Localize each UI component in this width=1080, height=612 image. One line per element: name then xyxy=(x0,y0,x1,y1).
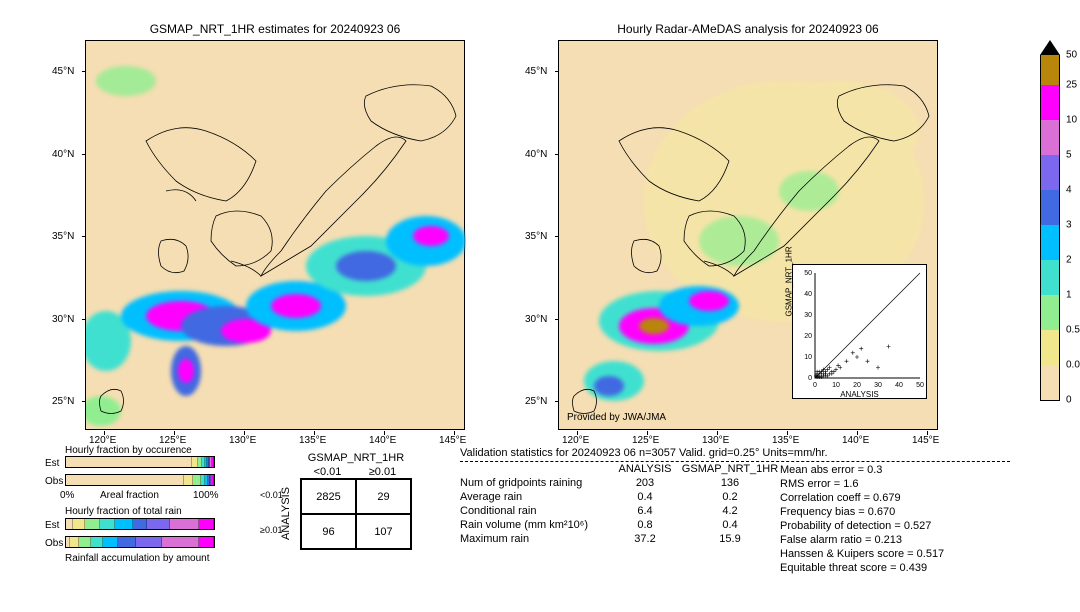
left-map-title: GSMAP_NRT_1HR estimates for 20240923 06 xyxy=(85,22,465,36)
colorbar-tick: 25 xyxy=(1066,80,1077,91)
ct-row-header: ANALYSIS xyxy=(280,478,294,550)
hf-title-2: Hourly fraction of total rain xyxy=(65,506,182,517)
colorbar-tick: 1 xyxy=(1066,290,1072,301)
validation-row: Average rain0.40.2 xyxy=(460,491,828,503)
lon-tick: 140°E xyxy=(842,435,869,446)
contingency-table: GSMAP_NRT_1HR <0.01 ≥0.01 ANALYSIS 2825 … xyxy=(280,452,412,550)
svg-text:40: 40 xyxy=(895,382,903,389)
hf-xmid: Areal fraction xyxy=(100,490,159,501)
lat-tick: 40°N xyxy=(525,149,547,160)
lat-tick: 35°N xyxy=(52,231,74,242)
validation-row: Conditional rain6.44.2 xyxy=(460,505,828,517)
val-col-2: GSMAP_NRT_1HR xyxy=(680,463,780,475)
lat-tick: 30°N xyxy=(52,314,74,325)
lon-tick: 135°E xyxy=(772,435,799,446)
map-attribution: Provided by JWA/JMA xyxy=(567,412,666,423)
right-map-title: Hourly Radar-AMeDAS analysis for 2024092… xyxy=(558,22,938,36)
colorbar-tick: 3 xyxy=(1066,220,1072,231)
svg-text:30: 30 xyxy=(874,382,882,389)
svg-text:10: 10 xyxy=(804,354,812,361)
hf-bar-obs-rain xyxy=(65,536,215,548)
lat-tick: 30°N xyxy=(525,314,547,325)
lon-tick: 120°E xyxy=(562,435,589,446)
hf-bar-obs-occ xyxy=(65,474,215,486)
lon-tick: 130°E xyxy=(702,435,729,446)
validation-stats: Validation statistics for 20240923 06 n=… xyxy=(460,447,828,547)
colorbar-tick: 0.5 xyxy=(1066,325,1080,336)
score-line: RMS error = 1.6 xyxy=(780,478,944,490)
ct-row-1: <0.01 xyxy=(260,490,283,500)
score-line: Equitable threat score = 0.439 xyxy=(780,562,944,574)
lat-tick: 45°N xyxy=(52,66,74,77)
lon-tick: 130°E xyxy=(229,435,256,446)
lat-tick: 45°N xyxy=(525,66,547,77)
lat-tick: 25°N xyxy=(525,396,547,407)
left-map-panel: 25°N30°N35°N40°N45°N 120°E125°E130°E135°… xyxy=(85,40,465,430)
score-line: Hanssen & Kuipers score = 0.517 xyxy=(780,548,944,560)
ct-cell-01: 29 xyxy=(356,479,411,514)
svg-text:30: 30 xyxy=(804,312,812,319)
validation-scores: Mean abs error = 0.3 RMS error = 1.6 Corre… xyxy=(780,464,944,576)
svg-text:20: 20 xyxy=(804,333,812,340)
hf-row-obs-1: Obs xyxy=(45,476,63,487)
score-line: Mean abs error = 0.3 xyxy=(780,464,944,476)
hf-row-obs-2: Obs xyxy=(45,538,63,549)
svg-text:0: 0 xyxy=(813,382,817,389)
svg-text:50: 50 xyxy=(916,382,924,389)
scatter-xlabel: ANALYSIS xyxy=(793,390,926,399)
scatter-ylabel: GSMAP_NRT_1HR xyxy=(785,246,794,316)
colorbar-tick: 50 xyxy=(1066,50,1077,61)
hf-x0: 0% xyxy=(60,490,74,501)
colorbar-tick: 0.01 xyxy=(1066,360,1080,371)
score-line: Frequency bias = 0.670 xyxy=(780,506,944,518)
val-col-1: ANALYSIS xyxy=(610,463,680,475)
hf-title-1: Hourly fraction by occurence xyxy=(65,445,192,456)
score-line: False alarm ratio = 0.213 xyxy=(780,534,944,546)
lat-tick: 25°N xyxy=(52,396,74,407)
ct-col-2: ≥0.01 xyxy=(355,466,410,478)
ct-cell-00: 2825 xyxy=(301,479,356,514)
score-line: Probability of detection = 0.527 xyxy=(780,520,944,532)
ct-cell-11: 107 xyxy=(356,514,411,549)
lon-tick: 135°E xyxy=(299,435,326,446)
ct-col-1: <0.01 xyxy=(300,466,355,478)
svg-text:50: 50 xyxy=(804,270,812,277)
colorbar: 502510543210.50.010 xyxy=(1040,40,1060,430)
hf-row-est-2: Est xyxy=(45,520,59,531)
right-map-panel: Provided by JWA/JMA 00 10 10 20 20 30 30 40 40 50… xyxy=(558,40,938,430)
validation-row: Maximum rain37.215.9 xyxy=(460,533,828,545)
lon-tick: 125°E xyxy=(632,435,659,446)
lon-tick: 145°E xyxy=(912,435,939,446)
lon-tick: 145°E xyxy=(439,435,466,446)
svg-text:20: 20 xyxy=(853,382,861,389)
lat-tick: 35°N xyxy=(525,231,547,242)
hf-bar-est-rain xyxy=(65,518,215,530)
validation-title: Validation statistics for 20240923 06 n=… xyxy=(460,447,828,459)
colorbar-tick: 2 xyxy=(1066,255,1072,266)
hf-x100: 100% xyxy=(193,490,219,501)
score-line: Correlation coeff = 0.679 xyxy=(780,492,944,504)
validation-row: Rain volume (mm km²10⁶)0.80.4 xyxy=(460,519,828,531)
hf-row-est-1: Est xyxy=(45,458,59,469)
ct-cell-10: 96 xyxy=(301,514,356,549)
lon-tick: 140°E xyxy=(369,435,396,446)
validation-row: Num of gridpoints raining203136 xyxy=(460,477,828,489)
svg-text:10: 10 xyxy=(832,382,840,389)
svg-text:40: 40 xyxy=(804,291,812,298)
ct-col-header: GSMAP_NRT_1HR xyxy=(300,452,412,464)
svg-text:0: 0 xyxy=(808,375,812,382)
hf-bar-est-occ xyxy=(65,456,215,468)
scatter-inset: 0010102020303040405050 ANALYSIS GSMAP_NR… xyxy=(792,264,927,399)
lat-tick: 40°N xyxy=(52,149,74,160)
hf-title-3: Rainfall accumulation by amount xyxy=(65,553,210,564)
colorbar-tick: 10 xyxy=(1066,115,1077,126)
colorbar-tick: 5 xyxy=(1066,150,1072,161)
ct-row-2: ≥0.01 xyxy=(260,525,282,535)
colorbar-tick: 4 xyxy=(1066,185,1072,196)
